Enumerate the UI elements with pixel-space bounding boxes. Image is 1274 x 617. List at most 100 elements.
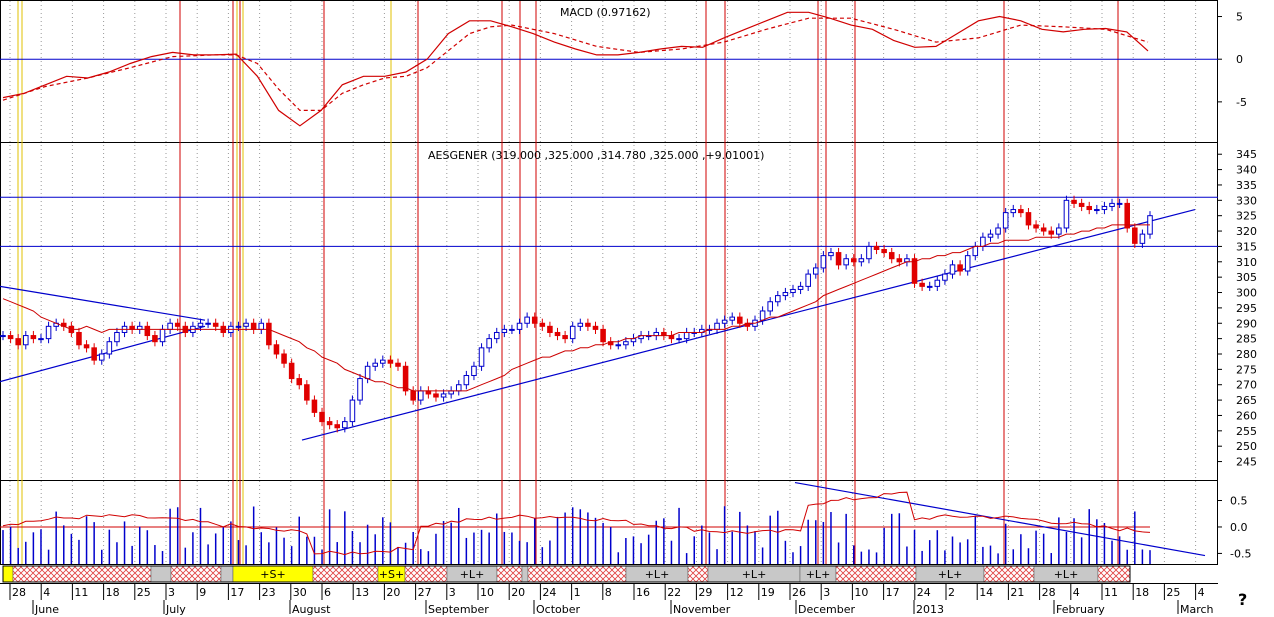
candle	[174, 322, 181, 327]
x-tick-label: 18	[106, 586, 120, 599]
month-label: June	[34, 603, 59, 616]
signal-strip: +S+ +S+ +L+ +L+ +L+ +L+ +L+ +L+	[2, 565, 1131, 583]
x-tick-label: 4	[1198, 586, 1205, 599]
help-icon[interactable]: ?	[1238, 590, 1248, 609]
candle	[623, 341, 629, 346]
y-axis-ticks: 5 0 -5 345 340 335 330 325 320 315 310 305 300 295 290…	[1218, 11, 1257, 560]
candle	[980, 236, 986, 247]
candle	[934, 279, 941, 287]
candle	[1071, 199, 1077, 204]
candle	[873, 245, 880, 250]
candle	[812, 267, 819, 275]
strip-label: +L+	[742, 568, 767, 581]
x-tick-label: 23	[262, 586, 276, 599]
candle	[1063, 199, 1070, 229]
candle	[600, 328, 606, 343]
macd-panel	[0, 0, 1218, 143]
x-tick-label: 18	[1135, 586, 1149, 599]
price-tick-label: 275	[1236, 363, 1257, 376]
candle	[152, 335, 158, 343]
candle	[342, 421, 348, 429]
trend-line	[0, 285, 206, 321]
candle	[653, 331, 660, 337]
x-tick-label: 17	[230, 586, 244, 599]
candle	[0, 335, 6, 338]
candle	[402, 365, 409, 392]
x-tick-label: 1	[574, 586, 581, 599]
candle	[949, 264, 956, 275]
horizontal-levels	[0, 58, 1218, 528]
candle	[334, 424, 341, 429]
candle	[455, 384, 462, 392]
x-tick-label: 25	[137, 586, 151, 599]
month-label: December	[798, 603, 856, 616]
macd-tick-label: -5	[1236, 96, 1247, 109]
candle	[1132, 227, 1138, 244]
volume-oscillator	[2, 491, 1151, 556]
candle	[539, 322, 546, 327]
candle	[478, 347, 485, 367]
candle	[440, 393, 447, 398]
candle	[531, 316, 538, 324]
x-tick-label: 21	[1010, 586, 1024, 599]
candle	[380, 359, 386, 364]
strip-label: +S+	[379, 568, 404, 581]
ma-line	[2, 224, 1150, 392]
month-label: September	[428, 603, 489, 616]
candle	[759, 310, 766, 321]
candle	[926, 285, 933, 288]
candle	[683, 331, 690, 340]
price-tick-label: 250	[1236, 440, 1257, 453]
candle	[661, 331, 667, 337]
candle	[995, 227, 1001, 235]
candle	[433, 393, 439, 398]
candle	[820, 255, 827, 269]
candle	[258, 322, 265, 330]
price-tick-label: 315	[1236, 240, 1257, 253]
candle	[888, 252, 895, 260]
candle	[714, 322, 720, 330]
month-label: February	[1056, 603, 1105, 616]
candle	[1078, 202, 1085, 207]
macd-tick-label: 0	[1236, 53, 1243, 66]
candle	[1033, 224, 1039, 229]
candle	[569, 325, 576, 340]
strip-segment	[312, 565, 379, 583]
x-tick-label: 26	[792, 586, 806, 599]
price-tick-label: 345	[1236, 148, 1257, 161]
candle	[319, 411, 325, 423]
candle	[964, 255, 971, 272]
candle	[615, 344, 622, 347]
candle	[737, 316, 743, 324]
candle	[592, 325, 599, 330]
candle	[45, 325, 52, 340]
candle	[159, 328, 166, 343]
candle	[197, 322, 204, 327]
candle	[782, 292, 789, 297]
candle	[1139, 233, 1146, 244]
strip-label: +L+	[1054, 568, 1079, 581]
x-tick-label: 6	[324, 586, 331, 599]
candle	[23, 335, 29, 346]
month-label: August	[292, 603, 331, 616]
candle	[205, 322, 211, 325]
candle	[881, 248, 887, 254]
price-tick-label: 310	[1236, 256, 1257, 269]
candle	[957, 264, 963, 272]
candle	[805, 273, 811, 287]
x-tick-label: 28	[12, 586, 26, 599]
x-tick-label: 22	[667, 586, 681, 599]
candle	[1040, 227, 1047, 232]
strip-segment	[527, 565, 627, 583]
candle	[349, 399, 356, 423]
x-tick-label: 2	[948, 586, 955, 599]
price-tick-label: 260	[1236, 409, 1257, 422]
strip-segment	[521, 565, 529, 583]
macd-lines	[2, 11, 1149, 127]
strip-label: +L+	[460, 568, 485, 581]
x-tick-label: 13	[355, 586, 369, 599]
candle	[797, 285, 804, 290]
candle	[501, 328, 508, 333]
x-tick-label: 8	[605, 586, 612, 599]
